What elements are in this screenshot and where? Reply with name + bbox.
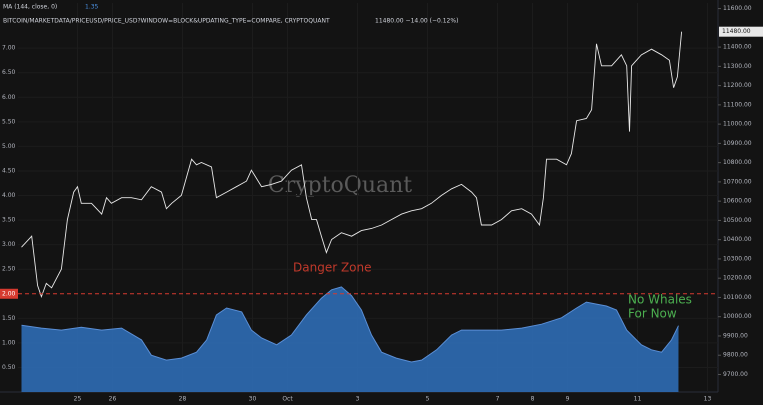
danger-annotation: Danger Zone (293, 261, 372, 275)
y2-tick-label: 9800.00 (723, 352, 748, 359)
x-tick-label: 8 (531, 396, 535, 403)
line (21, 31, 683, 299)
y-tick-label: 7.00 (2, 45, 16, 52)
y-tick-label: 3.50 (2, 217, 16, 224)
last-value-label: 11480.00 (722, 28, 751, 35)
y2-tick-label: 9900.00 (723, 332, 748, 339)
last-value-box (719, 26, 763, 37)
x-tick-label: 3 (356, 396, 360, 403)
danger-label: 2.00 (2, 290, 16, 297)
x-tick-label: 30 (249, 396, 257, 403)
y2-tick-label: 9700.00 (723, 371, 748, 378)
y-tick-label: 2.50 (2, 266, 16, 273)
y-tick-label: 1.00 (2, 339, 16, 346)
y-tick-label: 6.50 (2, 69, 16, 76)
y2-tick-label: 10400.00 (723, 236, 752, 243)
y2-tick-label: 10100.00 (723, 294, 752, 301)
y-tick-label: 0.50 (2, 364, 16, 371)
legend-symbol: BITCOIN/MARKETDATA/PRICEUSD/PRICE_USD?WI… (3, 18, 330, 25)
y-tick-label: 6.00 (2, 94, 16, 101)
x-tick-label: 11 (634, 396, 642, 403)
y2-tick-label: 10900.00 (723, 140, 752, 147)
y2-tick-label: 10000.00 (723, 313, 752, 320)
y-tick-label: 5.50 (2, 118, 16, 125)
y2-tick-label: 11300.00 (723, 63, 752, 70)
x-tick-label: 28 (179, 396, 187, 403)
y2-tick-label: 10500.00 (723, 217, 752, 224)
y-tick-label: 4.00 (2, 192, 16, 199)
y-tick-label: 4.50 (2, 167, 16, 174)
x-tick-label: 7 (496, 396, 500, 403)
y-tick-label: 3.00 (2, 241, 16, 248)
y-tick-label: 5.00 (2, 143, 16, 150)
x-tick-label: 26 (109, 396, 117, 403)
y2-tick-label: 10300.00 (723, 255, 752, 262)
area (21, 286, 679, 392)
area-line (21, 286, 679, 363)
whales-annotation: No Whales (628, 293, 692, 307)
x-tick-label: Oct (282, 396, 293, 403)
x-tick-label: 5 (426, 396, 430, 403)
danger-label-box (0, 288, 18, 299)
y2-tick-label: 10600.00 (723, 198, 752, 205)
y2-tick-label: 10700.00 (723, 178, 752, 185)
y2-tick-label: 10200.00 (723, 275, 752, 282)
x-tick-label: 9 (566, 396, 570, 403)
x-tick-label: 13 (704, 396, 712, 403)
y-tick-label: 1.50 (2, 315, 16, 322)
whales-annotation: For Now (628, 307, 677, 321)
y2-tick-label: 11100.00 (723, 101, 752, 108)
y2-tick-label: 10800.00 (723, 159, 752, 166)
y2-tick-label: 11600.00 (723, 5, 752, 12)
y2-tick-label: 11400.00 (723, 44, 752, 51)
legend-symbol-value: 11480.00 −14.00 (−0.12%) (375, 18, 458, 25)
watermark: CryptoQuant (268, 173, 412, 198)
legend-indicator-value: 1.35 (85, 4, 99, 11)
y2-tick-label: 11000.00 (723, 121, 752, 128)
x-tick-label: 25 (74, 396, 82, 403)
legend-indicator: MA (144, close, 0) (3, 4, 57, 11)
y2-tick-label: 11200.00 (723, 82, 752, 89)
